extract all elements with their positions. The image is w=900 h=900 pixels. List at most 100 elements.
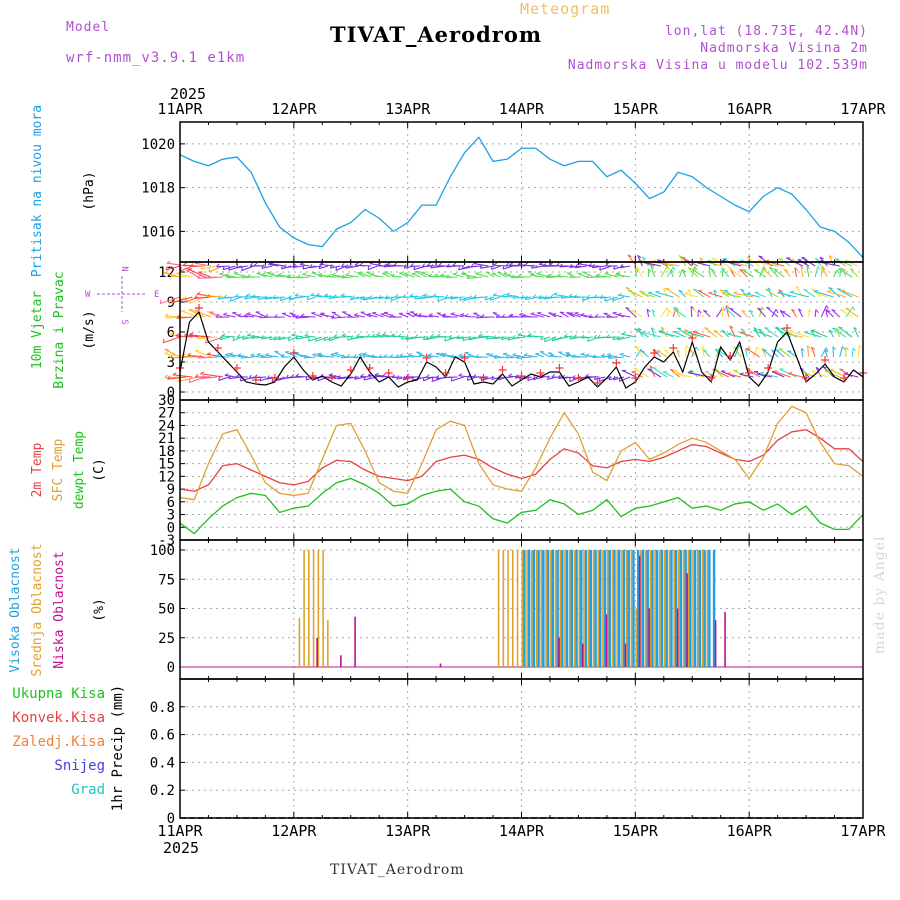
wind-barb (295, 373, 300, 377)
wind-barb (445, 274, 450, 278)
wind-barb (165, 266, 168, 271)
wind-barb (493, 354, 498, 359)
wind-barb (746, 256, 751, 259)
wind-barb (401, 335, 404, 340)
wind-barb (459, 296, 462, 301)
wind-barb (507, 275, 520, 278)
wind-barb (757, 373, 773, 378)
wind-barb (674, 306, 679, 310)
wind-barb (789, 291, 810, 298)
wind-barb (722, 259, 727, 261)
meteogram-label: Meteogram (520, 0, 611, 18)
wind-barb (699, 257, 704, 261)
wind-barb (501, 295, 513, 298)
wind-barb (485, 271, 495, 278)
wind-barb (791, 309, 798, 318)
wind-gust-marker (270, 374, 279, 382)
temp2m-line (179, 429, 864, 492)
cloud-mid-bar (678, 550, 680, 667)
wind-barb (215, 314, 220, 318)
wind-barb (330, 353, 335, 356)
cloud-low-bar (605, 614, 608, 667)
wind-barb (596, 273, 601, 277)
wind-barb (299, 262, 304, 265)
wind-barb (646, 262, 662, 267)
wind-barb (523, 354, 538, 358)
wind-barb (620, 265, 631, 269)
wind-barb (449, 336, 464, 339)
wind-barb (593, 294, 597, 299)
wind-barb (362, 353, 378, 358)
wind-barb (489, 353, 494, 357)
wind-barb (456, 335, 460, 339)
wind-barb (777, 292, 797, 298)
wind-barb (294, 294, 310, 298)
top-date-label: 11APR (157, 100, 203, 118)
wind-barb (346, 376, 359, 379)
wind-barb (188, 299, 191, 304)
wind-barb (519, 312, 524, 316)
wind-barb (287, 336, 290, 341)
wind-barb (378, 296, 390, 300)
wind-barb (341, 335, 353, 338)
wind-barb (551, 336, 554, 342)
wind-barb (697, 289, 711, 298)
wind-barb (469, 295, 473, 300)
wind-barb (580, 314, 594, 318)
wind-barb (187, 352, 192, 356)
wind-barb (831, 327, 847, 338)
wind-barb (839, 346, 843, 358)
wind-barb (850, 268, 855, 271)
wind-barb (367, 313, 378, 318)
wind-barb (464, 315, 476, 318)
wind-barb (493, 264, 507, 267)
wind-barb (208, 267, 211, 272)
wind-barb (803, 288, 808, 291)
wind-barb (646, 308, 651, 313)
wind-barb (648, 268, 652, 273)
wind-barb (658, 330, 663, 333)
wind-barb (334, 352, 347, 358)
wind-barb (509, 313, 514, 318)
wind-barb (176, 314, 180, 319)
wind-barb (691, 268, 705, 278)
wind-barb (491, 265, 493, 270)
wind-barb (845, 307, 850, 310)
wind-barb (305, 376, 308, 381)
wind-barb (512, 336, 526, 340)
wind-barb (366, 333, 371, 338)
wind-barb (719, 289, 724, 292)
cloud-mid-bar (303, 550, 305, 667)
wind-barb (692, 331, 711, 338)
wind-barb (333, 293, 337, 298)
wind-barb (553, 293, 569, 298)
wind-barb (647, 368, 652, 370)
wind-barb (423, 336, 433, 341)
wind-barb (228, 353, 242, 358)
wind-barb (426, 262, 431, 267)
wind-barb (569, 312, 581, 318)
wind-barb (380, 313, 390, 318)
cloud-mid-bar (322, 550, 324, 667)
wind-barb (502, 352, 508, 355)
wind-barb (420, 296, 433, 299)
wind-barb (324, 295, 335, 298)
wind-barb (549, 262, 553, 266)
wind-barb (675, 372, 692, 378)
cloud-high-bar (527, 550, 531, 667)
wind-barb (687, 331, 692, 333)
wind-barb (159, 299, 162, 304)
cloud-mid-bar (682, 550, 685, 667)
wind-barb (604, 272, 609, 275)
wind-barb (697, 262, 711, 267)
precip-frame (179, 678, 864, 819)
wind-barb (778, 347, 783, 350)
wind-barb (612, 296, 625, 302)
wind-barb (185, 269, 199, 278)
wind-barb (352, 295, 355, 300)
wind-barb (440, 273, 445, 276)
wind-barb (559, 311, 569, 318)
wind-barb (428, 314, 440, 318)
cloud-mid-bar (535, 550, 538, 667)
wind-barb (599, 265, 612, 271)
